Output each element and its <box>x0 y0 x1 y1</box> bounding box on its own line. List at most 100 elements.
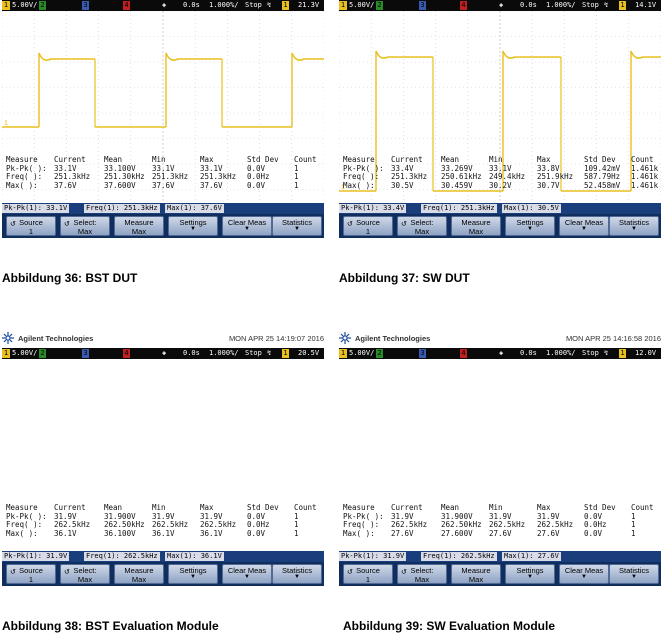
status-max: Max(1): 30.5V <box>502 204 561 213</box>
softkey-6[interactable]: Statistics ▼ <box>609 564 659 584</box>
submenu-arrow-icon: ▼ <box>190 226 196 232</box>
waveform-display[interactable]: Measure Current Mean Min Max Std Dev Count Pk-P… <box>339 359 661 563</box>
ch2-indicator[interactable]: 2 <box>376 349 383 358</box>
softkey-3[interactable]: Measure Max <box>114 564 164 584</box>
ch4-indicator[interactable]: 4 <box>460 349 467 358</box>
softkey-4[interactable]: Settings ▼ <box>168 564 218 584</box>
measure-cell: 36.1V <box>200 528 223 538</box>
agilent-logo-icon: 1 <box>339 332 351 344</box>
softkey-1[interactable]: ↺ Source 1 <box>343 216 393 236</box>
ch4-indicator[interactable]: 4 <box>460 1 467 10</box>
waveform-display[interactable]: Measure Current Mean Min Max Std Dev Count Pk-P… <box>2 359 324 563</box>
softkey-5[interactable]: Clear Meas ▼ <box>559 216 609 236</box>
waveform-display[interactable]: 1 Measure Current Mean Min Max Std Dev Count Pk-… <box>2 11 324 215</box>
trigger-level: 20.5V <box>298 349 320 357</box>
scope-top-bar: 1 5.00V/2 3 4 ◈ 0.0s 1.000%/Stop ↯ 1 12.0V <box>339 348 661 359</box>
measure-cell: 251.3kHz <box>200 172 237 181</box>
measure-cell: 1 <box>631 511 636 521</box>
measure-cell: 31.9V <box>489 511 512 521</box>
softkey-value: Max <box>131 575 147 584</box>
run-state: Stop <box>582 1 599 9</box>
softkey-bar: ↺ Source 1 ↺ Select: Max Measure Max Settings ▼ Cl… <box>339 562 661 586</box>
softkey-2[interactable]: ↺ Select: Max <box>397 216 447 236</box>
softkey-1[interactable]: ↺ Source 1 <box>6 216 56 236</box>
measure-cell: 587.79Hz <box>584 172 621 181</box>
trace-high-level <box>291 52 324 61</box>
ground-marker: 1 <box>341 184 345 191</box>
measure-cell: 249.4kHz <box>489 172 526 181</box>
ch2-indicator[interactable]: 2 <box>376 1 383 10</box>
waveform-svg: 1 <box>2 11 324 215</box>
measure-cell: Max( ): <box>6 528 38 538</box>
measure-cell: 262.50kHz <box>104 520 145 529</box>
softkey-3[interactable]: Measure Max <box>114 216 164 236</box>
measure-cell: 1.461k <box>631 163 659 173</box>
softkey-label: Measure <box>461 218 491 227</box>
softkey-1[interactable]: ↺ Source 1 <box>343 564 393 584</box>
softkey-6[interactable]: Statistics ▼ <box>272 216 322 236</box>
ch1-scale: 5.00V/ <box>349 1 375 9</box>
softkey-4[interactable]: Settings ▼ <box>505 216 555 236</box>
status-freq: Freq(1): 262.5kHz <box>421 552 497 561</box>
ch4-indicator[interactable]: 4 <box>123 349 130 358</box>
measure-cell: Pk-Pk( ): <box>343 163 384 173</box>
rotate-knob-icon: ↺ <box>10 221 16 228</box>
waveform-display[interactable]: 1 Measure Current Mean Min Max Std Dev Count Pk-… <box>339 11 661 215</box>
softkey-5[interactable]: Clear Meas ▼ <box>222 564 272 584</box>
softkey-label: Clear Meas <box>227 566 267 575</box>
measure-cell: 262.5kHz <box>489 520 526 529</box>
measure-cell: 0.0Hz <box>247 172 270 181</box>
measure-cell: 251.3kHz <box>152 172 189 181</box>
softkey-value: Max <box>468 227 484 236</box>
ch1-indicator: 1 <box>339 1 347 10</box>
measure-cell: 1.461k <box>631 180 659 190</box>
softkey-6[interactable]: Statistics ▼ <box>272 564 322 584</box>
submenu-arrow-icon: ▼ <box>294 574 300 580</box>
measure-cell: 251.3kHz <box>54 172 91 181</box>
trigger-position-icon: ◈ <box>162 1 167 9</box>
ch3-indicator[interactable]: 3 <box>419 349 426 358</box>
ch2-indicator[interactable]: 2 <box>39 1 46 10</box>
ch2-indicator[interactable]: 2 <box>39 349 46 358</box>
ch3-indicator[interactable]: 3 <box>82 1 89 10</box>
ch4-indicator[interactable]: 4 <box>123 1 130 10</box>
trigger-channel: 1 <box>282 1 289 10</box>
softkey-value: 1 <box>365 575 371 584</box>
measure-cell: 1 <box>631 520 636 529</box>
measure-cell: 1 <box>294 180 299 190</box>
softkey-6[interactable]: Statistics ▼ <box>609 216 659 236</box>
trigger-position-icon: ◈ <box>499 1 504 9</box>
softkey-3[interactable]: Measure Max <box>451 564 501 584</box>
status-pkpk: Pk-Pk(1): 31.9V <box>339 552 407 561</box>
softkey-2[interactable]: ↺ Select: Max <box>397 564 447 584</box>
measure-cell: Max( ): <box>6 180 38 190</box>
measure-status-bar: Pk-Pk(1): 31.9V Freq(1): 262.5kHz Max(1): … <box>339 551 661 562</box>
scope-top-bar: 1 5.00V/2 3 4 ◈ 0.0s 1.000%/Stop ↯ 1 14.1V <box>339 0 661 11</box>
softkey-5[interactable]: Clear Meas ▼ <box>222 216 272 236</box>
softkey-4[interactable]: Settings ▼ <box>505 564 555 584</box>
measure-cell: 31.9V <box>200 511 223 521</box>
softkey-2[interactable]: ↺ Select: Max <box>60 216 110 236</box>
softkey-label: Select: <box>73 566 97 575</box>
time-position: 0.0s <box>183 349 200 357</box>
measure-cell: 33.1V <box>489 163 512 173</box>
measure-cell: 251.30kHz <box>104 172 145 181</box>
measure-cell: 262.5kHz <box>200 520 237 529</box>
softkey-1[interactable]: ↺ Source 1 <box>6 564 56 584</box>
ch3-indicator[interactable]: 3 <box>419 1 426 10</box>
ch3-indicator[interactable]: 3 <box>82 349 89 358</box>
measure-cell: 262.50kHz <box>441 520 482 529</box>
measure-cell: 1 <box>294 172 299 181</box>
measure-header: Measure <box>343 155 375 164</box>
softkey-4[interactable]: Settings ▼ <box>168 216 218 236</box>
softkey-2[interactable]: ↺ Select: Max <box>60 564 110 584</box>
softkey-3[interactable]: Measure Max <box>451 216 501 236</box>
trace-high-level <box>630 50 661 59</box>
measure-cell: 0.0V <box>247 180 266 190</box>
measure-header: Mean <box>441 155 460 164</box>
measure-status-bar: Pk-Pk(1): 31.9V Freq(1): 262.5kHz Max(1): … <box>2 551 324 562</box>
trigger-edge-icon: ↯ <box>267 349 272 357</box>
status-freq: Freq(1): 251.3kHz <box>84 204 160 213</box>
softkey-5[interactable]: Clear Meas ▼ <box>559 564 609 584</box>
softkey-label: Settings <box>516 566 544 575</box>
